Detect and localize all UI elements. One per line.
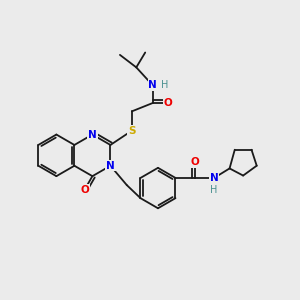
Text: O: O: [190, 158, 199, 167]
Text: N: N: [210, 173, 218, 183]
Text: N: N: [148, 80, 157, 90]
Text: N: N: [88, 130, 97, 140]
Text: S: S: [128, 126, 136, 136]
Text: O: O: [164, 98, 172, 108]
Text: N: N: [106, 161, 115, 171]
Text: H: H: [210, 185, 218, 195]
Text: O: O: [80, 184, 89, 194]
Text: H: H: [161, 80, 168, 90]
